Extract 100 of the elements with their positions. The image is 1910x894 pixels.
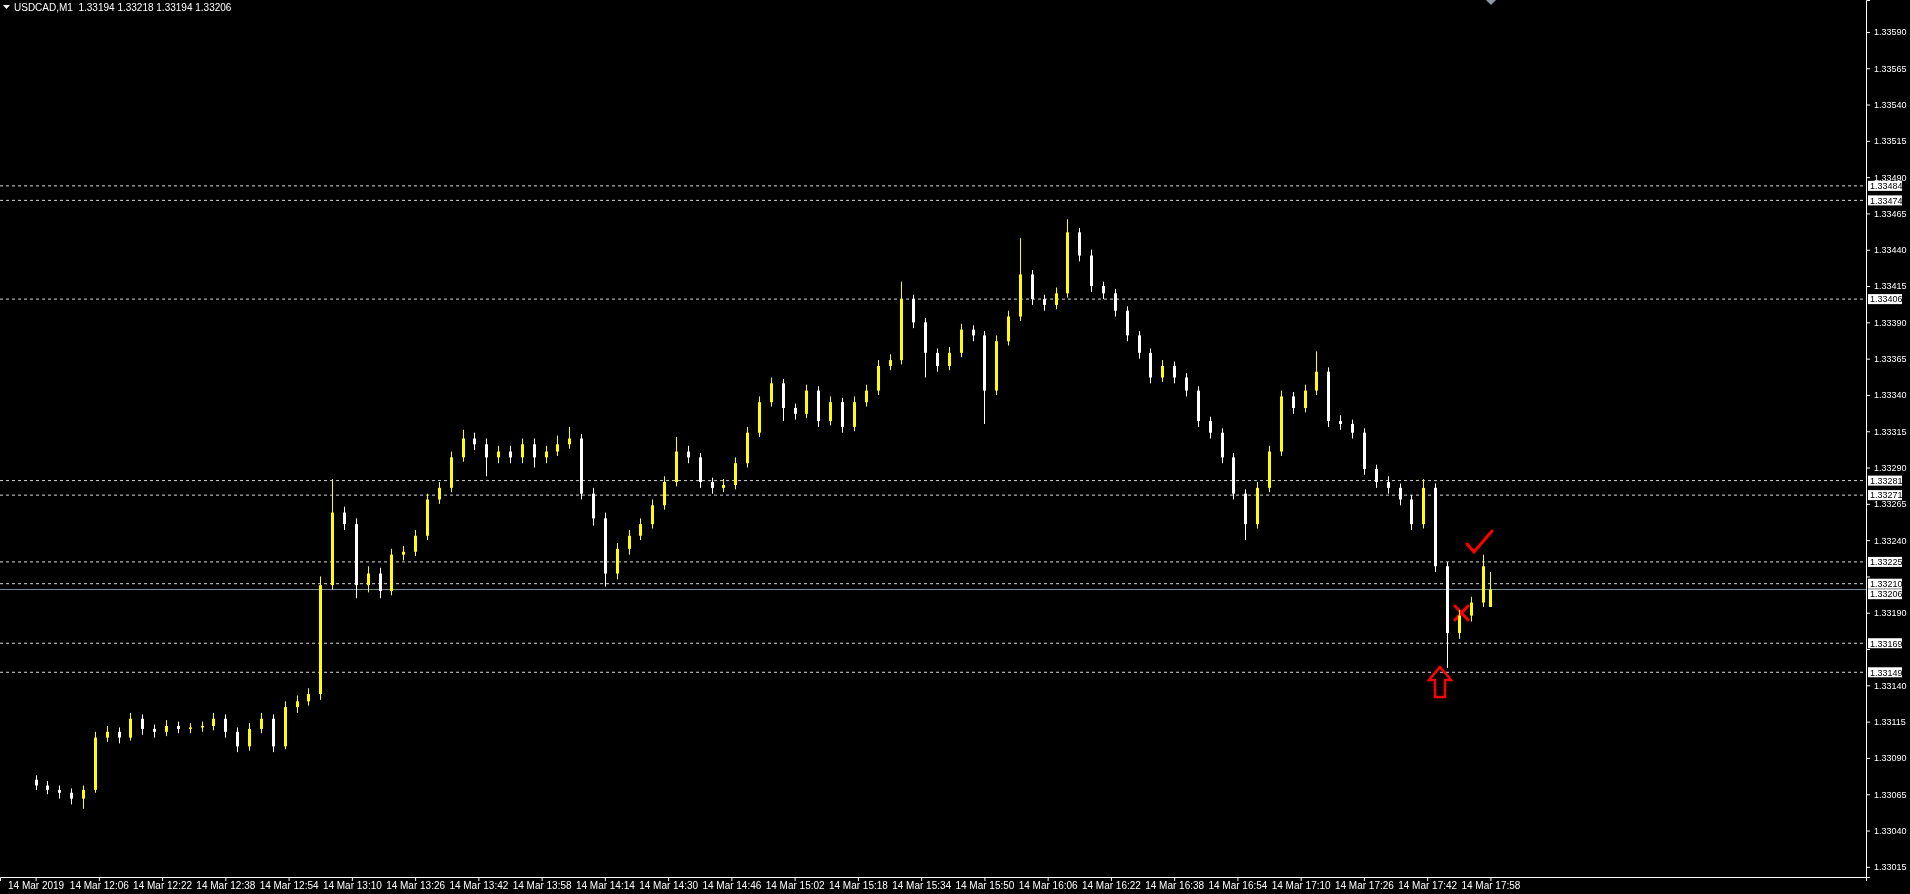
y-tick-label: 1.33265 xyxy=(1874,499,1907,510)
candlestick xyxy=(521,438,524,464)
candlestick xyxy=(414,529,417,557)
x-tick-label: 14 Mar 16:54 xyxy=(1208,880,1268,891)
candlestick xyxy=(651,498,654,530)
candlestick xyxy=(770,377,773,408)
ref-line-label: 1.33406 xyxy=(1870,294,1903,305)
candlestick xyxy=(1315,350,1318,396)
candlestick xyxy=(805,384,808,419)
candlestick xyxy=(1470,596,1473,622)
x-tick-label: 14 Mar 17:10 xyxy=(1271,880,1332,891)
ref-line-label: 1.33474 xyxy=(1870,195,1903,206)
candlestick xyxy=(1375,464,1378,489)
chart-title: USDCAD,M1 1.33194 1.33218 1.33194 1.33206 xyxy=(14,2,232,13)
candlestick xyxy=(343,506,346,531)
ref-line-label: 1.33206 xyxy=(1870,589,1903,600)
x-tick-label: 14 Mar 12:38 xyxy=(196,880,256,891)
candlestick xyxy=(533,438,536,469)
candlestick xyxy=(1489,571,1492,608)
candlestick xyxy=(1458,609,1461,640)
candlestick xyxy=(936,347,939,373)
x-tick-label: 14 Mar 16:38 xyxy=(1145,880,1205,891)
y-tick-label: 1.33565 xyxy=(1874,63,1907,74)
y-tick-label: 1.33590 xyxy=(1874,27,1907,38)
candlestick xyxy=(628,529,631,556)
ref-line-label: 1.33210 xyxy=(1870,579,1903,589)
y-tick-label: 1.33390 xyxy=(1874,317,1907,328)
y-tick-label: 1.33440 xyxy=(1874,245,1907,256)
x-tick-label: 14 Mar 13:42 xyxy=(449,880,509,891)
x-tick-label: 14 Mar 14:46 xyxy=(702,880,762,891)
candlestick xyxy=(556,435,559,457)
candlestick xyxy=(639,517,642,541)
candlestick xyxy=(1055,286,1058,310)
y-tick-label: 1.33015 xyxy=(1874,862,1907,873)
candlestick xyxy=(141,713,144,736)
x-tick-label: 14 Mar 2019 xyxy=(8,880,65,891)
candlestick xyxy=(1185,372,1188,397)
x-tick-label: 14 Mar 17:58 xyxy=(1461,880,1521,891)
x-tick-label: 14 Mar 14:30 xyxy=(639,880,699,891)
x-tick-label: 14 Mar 15:18 xyxy=(828,880,889,891)
candlestick xyxy=(1399,483,1402,506)
candlestick xyxy=(224,713,227,739)
y-tick-label: 1.33290 xyxy=(1874,462,1907,473)
candlestick xyxy=(248,722,251,752)
candlestick xyxy=(260,712,263,734)
candlestick xyxy=(1173,361,1176,384)
x-tick-label: 14 Mar 12:22 xyxy=(133,880,193,891)
candlestick xyxy=(865,384,868,408)
candlestick xyxy=(1138,330,1141,360)
x-tick-label: 14 Mar 17:42 xyxy=(1398,880,1458,891)
x-tick-label: 14 Mar 13:26 xyxy=(386,880,446,891)
x-tick-label: 14 Mar 17:26 xyxy=(1334,880,1395,891)
x-tick-label: 14 Mar 14:14 xyxy=(575,880,636,891)
ref-line-label: 1.33484 xyxy=(1870,181,1903,192)
candlestick xyxy=(485,438,488,477)
candlestick xyxy=(236,726,239,753)
x-tick-label: 14 Mar 12:06 xyxy=(69,880,130,891)
x-tick-label: 14 Mar 15:50 xyxy=(955,880,1015,891)
y-tick-label: 1.33340 xyxy=(1874,390,1907,401)
candlestick xyxy=(1351,419,1354,439)
candlestick xyxy=(379,567,382,599)
y-tick-label: 1.33490 xyxy=(1874,172,1907,183)
y-tick-label: 1.33540 xyxy=(1874,99,1907,110)
x-tick-label: 14 Mar 12:54 xyxy=(259,880,319,891)
candlestick xyxy=(1161,359,1164,383)
candlestick xyxy=(948,346,951,371)
y-tick-label: 1.33190 xyxy=(1874,608,1907,619)
y-tick-label: 1.33240 xyxy=(1874,535,1907,546)
candlestick xyxy=(734,456,737,490)
y-tick-label: 1.33140 xyxy=(1874,680,1907,691)
y-tick-label: 1.33415 xyxy=(1874,281,1907,292)
ref-line-label: 1.33281 xyxy=(1870,475,1903,486)
candlestick xyxy=(960,323,963,358)
x-tick-label: 14 Mar 13:10 xyxy=(322,880,383,891)
y-tick-label: 1.33040 xyxy=(1874,825,1907,836)
y-tick-label: 1.33090 xyxy=(1874,753,1907,764)
ref-line-label: 1.33225 xyxy=(1870,557,1903,568)
candlestick xyxy=(462,429,465,463)
candlestick xyxy=(1304,384,1307,413)
candlestick xyxy=(1292,391,1295,415)
candlestick xyxy=(829,395,832,426)
y-tick-label: 1.33365 xyxy=(1874,354,1907,365)
x-tick-label: 14 Mar 16:22 xyxy=(1081,880,1142,891)
x-tick-label: 14 Mar 13:58 xyxy=(512,880,573,891)
candlestick xyxy=(1209,416,1212,439)
x-tick-label: 14 Mar 16:06 xyxy=(1018,880,1079,891)
y-tick-label: 1.33115 xyxy=(1874,717,1906,728)
y-tick-label: 1.33465 xyxy=(1874,208,1907,219)
ref-line-label: 1.33149 xyxy=(1870,667,1903,678)
candlestick xyxy=(82,785,85,810)
candlestick xyxy=(1114,288,1117,318)
x-tick-label: 14 Mar 15:34 xyxy=(892,880,952,891)
candlestick xyxy=(367,565,370,593)
candlestick xyxy=(1078,227,1081,262)
ref-line-label: 1.33271 xyxy=(1870,490,1903,501)
y-tick-label: 1.33065 xyxy=(1874,789,1907,800)
x-tick-label: 14 Mar 15:02 xyxy=(765,880,826,891)
candlestick xyxy=(129,712,132,742)
ref-line-label: 1.33169 xyxy=(1870,638,1903,649)
y-tick-label: 1.33515 xyxy=(1874,136,1907,147)
